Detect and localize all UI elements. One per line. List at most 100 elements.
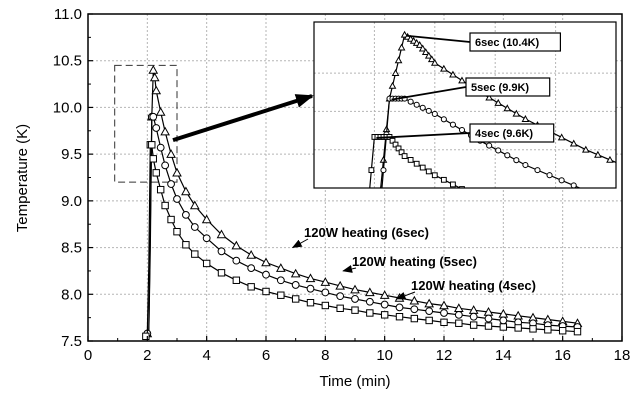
inset-data-point bbox=[380, 167, 387, 174]
inset-data-point bbox=[478, 196, 483, 201]
data-point bbox=[291, 281, 300, 289]
inset-data-point bbox=[606, 155, 614, 163]
inset-data-point bbox=[425, 107, 432, 114]
data-point bbox=[395, 303, 404, 312]
data-point bbox=[156, 185, 165, 194]
y-tick-label: 8.0 bbox=[61, 286, 82, 303]
data-point bbox=[365, 297, 374, 306]
inset-data-point bbox=[394, 56, 403, 64]
inset-data-point bbox=[485, 93, 494, 101]
annotation-label: 120W heating (5sec) bbox=[352, 254, 477, 269]
data-point bbox=[499, 316, 508, 325]
data-point bbox=[166, 149, 176, 158]
data-point bbox=[201, 214, 212, 224]
inset-data-point bbox=[581, 145, 590, 153]
data-point bbox=[276, 276, 285, 285]
data-point bbox=[335, 280, 346, 290]
inset-data-point bbox=[570, 182, 577, 188]
inset-data-point bbox=[407, 157, 414, 163]
inset-data-point bbox=[504, 152, 511, 159]
inset-data-point bbox=[534, 167, 541, 174]
x-tick-label: 18 bbox=[614, 347, 631, 364]
zoom-region bbox=[114, 64, 178, 183]
inset-data-point bbox=[392, 141, 399, 148]
data-point bbox=[366, 309, 374, 317]
data-point bbox=[469, 321, 478, 329]
data-point bbox=[484, 314, 493, 323]
axes: 0 2 4 6 8 10 12 14 16 18 7.5 8.0 8.5 9.0 9.5 10.0 10.5 11… bbox=[53, 6, 631, 364]
inset-data-point bbox=[379, 155, 388, 163]
data-point bbox=[336, 292, 345, 301]
x-tick-label: 10 bbox=[376, 347, 393, 364]
inset-data-point bbox=[594, 150, 602, 158]
data-point bbox=[173, 195, 181, 203]
inset-data-point bbox=[431, 110, 438, 117]
inset-chart: 6sec (10.4K) 5sec (9.9K) 4sec (9.6K) bbox=[313, 21, 617, 201]
data-point bbox=[217, 247, 226, 256]
x-tick-label: 16 bbox=[554, 347, 571, 364]
inset-series-square bbox=[368, 134, 483, 201]
data-point bbox=[149, 72, 160, 82]
y-tick-label: 10.5 bbox=[53, 53, 82, 70]
data-point bbox=[262, 270, 270, 279]
inset-data-point bbox=[415, 40, 424, 48]
inset-data-point bbox=[413, 101, 420, 108]
inset-data-point bbox=[425, 168, 432, 175]
annotation-arrow bbox=[342, 265, 357, 273]
data-point bbox=[149, 155, 157, 163]
x-tick-label: 12 bbox=[436, 347, 453, 364]
inset-label-leader bbox=[406, 34, 471, 43]
inset-data-point bbox=[440, 64, 448, 72]
y-tick-label: 8.5 bbox=[61, 240, 82, 257]
inset-data-point bbox=[546, 172, 553, 179]
data-point bbox=[231, 240, 242, 250]
data-point bbox=[424, 298, 435, 308]
x-tick-label: 2 bbox=[143, 347, 151, 364]
inset-data-point bbox=[557, 133, 566, 141]
series-circle bbox=[143, 112, 582, 338]
inset-data-point bbox=[459, 186, 465, 188]
data-point bbox=[380, 300, 389, 309]
x-tick-label: 6 bbox=[262, 347, 270, 364]
data-point bbox=[217, 269, 226, 277]
data-point bbox=[291, 295, 300, 303]
annotation-arrow bbox=[291, 238, 309, 249]
series-layer bbox=[142, 65, 583, 341]
data-point bbox=[558, 327, 567, 335]
data-point bbox=[167, 180, 175, 188]
zoom-arrow bbox=[172, 94, 314, 143]
data-point bbox=[152, 169, 160, 177]
data-point bbox=[142, 332, 150, 341]
inset-data-point bbox=[458, 126, 466, 134]
inset-label-box bbox=[469, 32, 562, 52]
data-point bbox=[156, 143, 165, 152]
data-point bbox=[306, 284, 315, 293]
inset-background bbox=[314, 22, 616, 188]
data-point bbox=[320, 277, 331, 286]
data-point bbox=[247, 264, 256, 273]
inset-data-point bbox=[407, 98, 414, 105]
data-point bbox=[290, 268, 301, 278]
data-point bbox=[573, 327, 582, 336]
data-point bbox=[152, 124, 161, 132]
data-point bbox=[181, 186, 191, 196]
data-point bbox=[148, 141, 156, 149]
data-point bbox=[277, 291, 285, 299]
data-point bbox=[151, 85, 162, 95]
inset-label-text: 6sec (10.4K) bbox=[475, 37, 540, 49]
y-tick-label: 9.5 bbox=[61, 146, 82, 163]
data-point bbox=[499, 323, 508, 331]
inset-frame bbox=[313, 21, 617, 189]
annotation-label: 120W heating (6sec) bbox=[304, 225, 429, 240]
data-point bbox=[455, 319, 463, 327]
data-point bbox=[306, 298, 315, 307]
inset-data-point bbox=[388, 81, 397, 89]
data-point bbox=[395, 313, 404, 321]
inset-data-point bbox=[419, 104, 426, 111]
inset-data-point bbox=[495, 147, 502, 154]
inset-data-point bbox=[494, 98, 503, 106]
inset-series-line bbox=[369, 136, 462, 188]
inset-data-point bbox=[521, 115, 530, 122]
inset-data-point bbox=[450, 181, 456, 188]
data-point bbox=[172, 167, 182, 177]
